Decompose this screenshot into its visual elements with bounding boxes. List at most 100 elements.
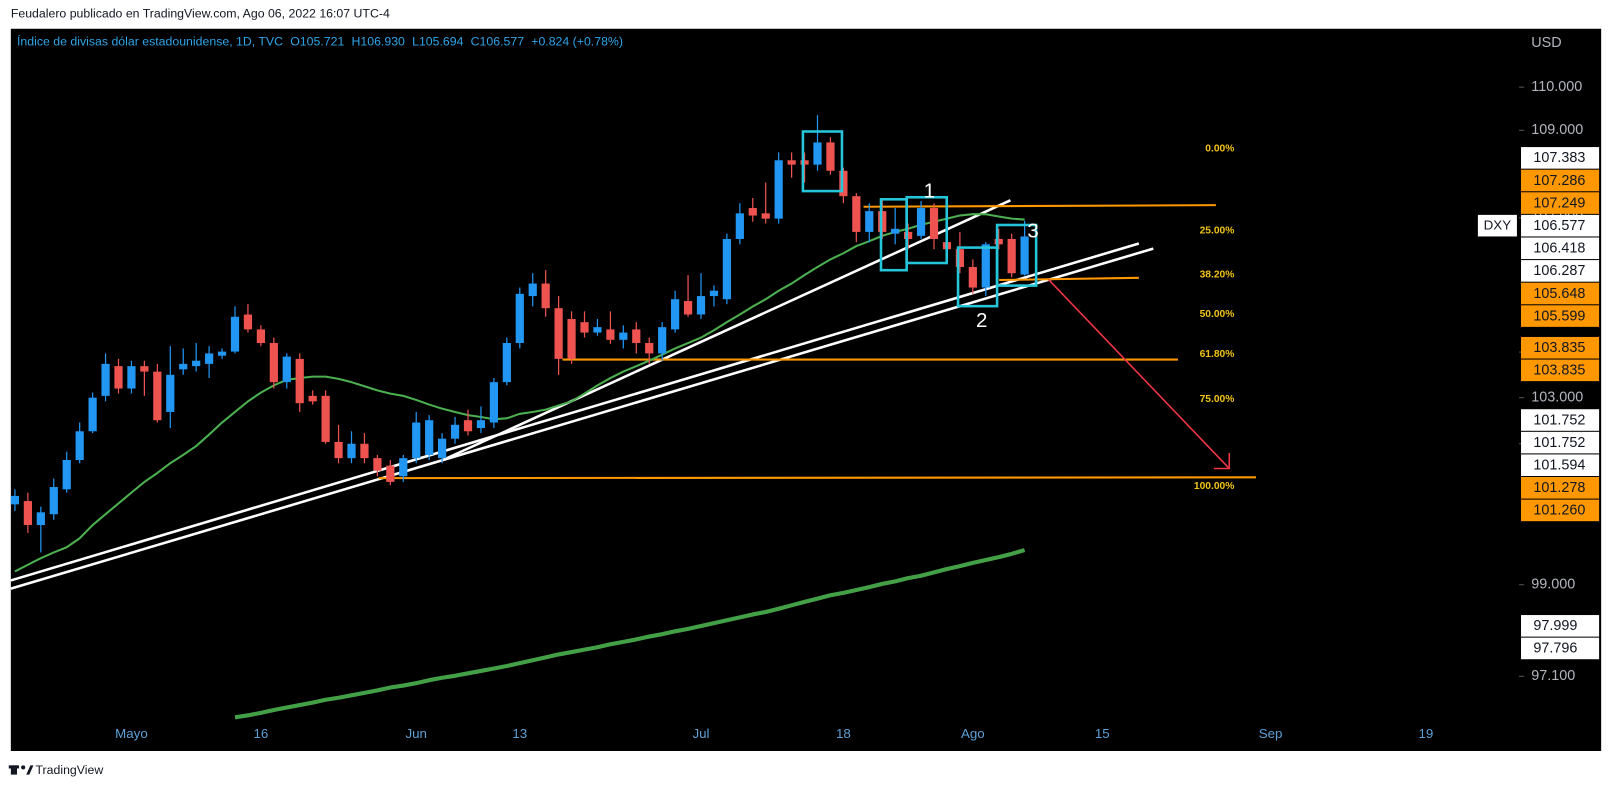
legend: Índice de divisas dólar estadounidense, … [17, 33, 623, 48]
candle-body [774, 160, 783, 219]
candle-body [502, 342, 511, 383]
candle-body [205, 353, 214, 364]
price-label: 103.835 [1533, 363, 1585, 379]
price-label-box [1521, 147, 1600, 169]
candle-body [140, 366, 149, 372]
logo-part [10, 765, 17, 775]
x-tick-label: Jul [692, 726, 709, 741]
x-tick-label: Ago [961, 726, 985, 741]
candle-body [541, 283, 550, 309]
candle-body [929, 208, 939, 239]
price-label: 106.287 [1533, 263, 1585, 279]
price-label: 97.796 [1533, 641, 1577, 657]
candle-body [955, 249, 965, 268]
price-label-box [1521, 169, 1600, 192]
fib-label: 25.00% [1200, 226, 1235, 237]
candle-body [450, 424, 460, 439]
candle-body [787, 160, 796, 165]
x-tick-label: Mayo [115, 726, 148, 741]
footer-brand: TradingView [35, 763, 103, 777]
candle-body [761, 213, 770, 219]
trendline [441, 199, 1011, 462]
candle-body [1020, 236, 1029, 275]
candle-body [800, 160, 809, 165]
candle-body [308, 395, 317, 402]
price-label-box [1521, 615, 1600, 637]
candle-body [373, 458, 382, 471]
annotations: 0.00% 25.00% 38.20% 50.00% 61.80% 75.00% 100.0… [801, 130, 1235, 492]
candle-body [360, 443, 369, 459]
candle-body [49, 487, 58, 515]
price-label: 105.648 [1533, 286, 1585, 302]
candle-body [567, 319, 576, 359]
candle-body [153, 371, 162, 421]
y-tick-label: 110.000 [1531, 79, 1582, 95]
candle-body [709, 290, 719, 297]
currency-label: USD [1531, 35, 1561, 51]
price-label-box [1521, 637, 1600, 660]
arrow-head [1213, 453, 1231, 470]
price-label: 101.752 [1533, 412, 1585, 428]
moving-averages [14, 213, 1026, 720]
level-line [863, 204, 1216, 208]
candle-body [658, 327, 667, 354]
candle-body [981, 244, 990, 288]
y-tick-label: 97.100 [1531, 668, 1575, 684]
fib-label: 61.80% [1200, 349, 1235, 360]
candle-body [386, 465, 395, 482]
candle-body [127, 366, 136, 389]
y-tick-label: 103.000 [1531, 389, 1583, 405]
candle-body [606, 329, 615, 340]
candle-body [696, 296, 706, 315]
x-tick-label: Jun [405, 726, 427, 741]
drawings [10, 199, 1256, 590]
x-tick-label: 15 [1095, 726, 1110, 741]
candle-body [282, 356, 291, 383]
candle-body [671, 299, 680, 330]
trendline [10, 242, 1140, 582]
candle-body [489, 382, 499, 423]
arrow [1047, 278, 1229, 468]
symbol-tag: DXY [1484, 218, 1512, 233]
legend-item: +0.824 (+0.78%) [531, 34, 623, 48]
candle-body [645, 342, 654, 354]
x-tick-label: 18 [836, 726, 851, 741]
price-label-box [1521, 305, 1600, 327]
moving-average [14, 213, 1025, 573]
price-label: 101.594 [1533, 458, 1585, 474]
price-label-box [1521, 359, 1600, 382]
fib-label: 38.20% [1200, 270, 1235, 281]
y-tick-label: 109.000 [1531, 122, 1583, 138]
pattern-box [801, 130, 844, 193]
published-line: Feudalero publicado en TradingView.com, … [11, 7, 390, 21]
price-label-box [1521, 237, 1600, 260]
candle-body [62, 460, 71, 490]
candle-body [114, 366, 123, 389]
fib-label: 0.00% [1205, 144, 1234, 155]
candle-body [916, 208, 926, 236]
candle-body [256, 329, 266, 343]
candle-body [580, 322, 589, 333]
price-label: 106.577 [1533, 218, 1585, 234]
candle-body [865, 211, 874, 232]
candle-body [554, 308, 563, 359]
price-label: 107.249 [1533, 195, 1585, 211]
legend-item: Índice de divisas dólar estadounidense, … [17, 33, 283, 48]
candle-body [476, 420, 486, 429]
candle-body [994, 238, 1003, 245]
candle-body [10, 495, 20, 505]
logo-part [26, 765, 34, 775]
price-label-box [1521, 431, 1600, 454]
candle-body [321, 395, 330, 442]
candle-body [412, 422, 421, 459]
pattern-box [995, 223, 1038, 287]
chart-bg [10, 28, 1602, 751]
candle-body [968, 267, 977, 288]
price-label: 103.835 [1533, 340, 1585, 356]
price-label-box [1521, 477, 1600, 499]
pattern-box [905, 195, 949, 265]
wave-number: 3 [1027, 220, 1038, 243]
legend-item: C106.577 [471, 34, 525, 48]
